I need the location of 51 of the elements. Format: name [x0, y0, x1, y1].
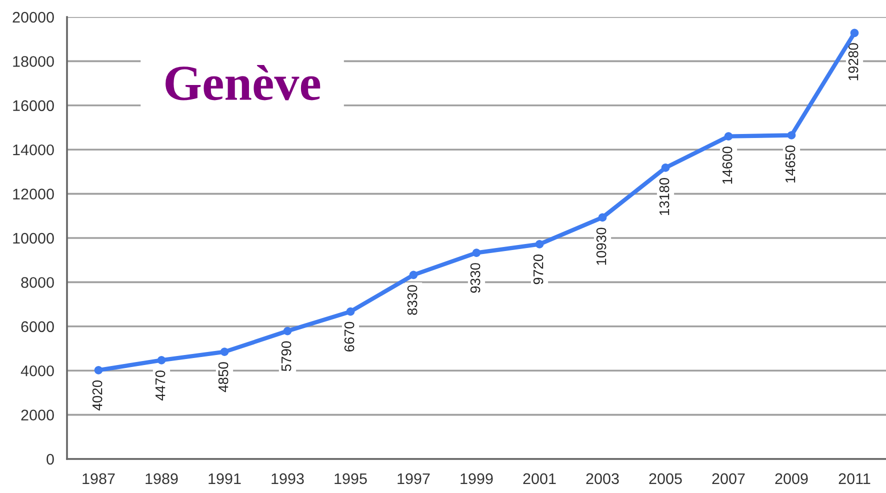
text: Genève — [166, 65, 320, 100]
y-tick-label: 10000 — [13, 232, 54, 244]
data-label: 4470 — [155, 370, 166, 401]
x-tick-label: 1999 — [460, 473, 493, 484]
y-tick-label: 2000 — [21, 410, 54, 420]
data-label: 19280 — [848, 43, 858, 80]
y-tick-label: 18000 — [13, 56, 54, 67]
point — [724, 132, 733, 141]
x-tick-label: 2011 — [838, 473, 870, 484]
x-tick-label: 2009 — [775, 473, 808, 484]
point — [661, 164, 670, 172]
data-label: 4020 — [92, 380, 102, 410]
point — [409, 270, 418, 280]
y-tick-label: 8000 — [21, 277, 54, 288]
y-tick-label: 20000 — [12, 12, 54, 23]
data-label: 9720 — [533, 254, 544, 284]
point — [535, 240, 544, 248]
point — [598, 213, 607, 222]
data-label: 14650 — [785, 145, 796, 183]
x-tick-label: 1995 — [334, 473, 367, 484]
point — [157, 356, 166, 364]
data-label: 9330 — [470, 263, 480, 293]
data-label: 10930 — [596, 228, 606, 265]
point — [94, 366, 103, 374]
y-tick-label: 16000 — [13, 100, 54, 112]
point — [787, 131, 796, 140]
x-tick-label: 2005 — [649, 473, 682, 484]
data-label: 5790 — [281, 341, 292, 372]
y-tick-label: 4000 — [20, 365, 54, 376]
point — [346, 307, 355, 316]
y-tick-label: 12000 — [13, 188, 54, 200]
data-label: 13180 — [659, 178, 670, 216]
y-tick-label: 6000 — [21, 321, 54, 332]
data-label: 4850 — [218, 362, 228, 392]
data-label: 6670 — [344, 322, 354, 352]
x-tick-label: 2001 — [523, 473, 556, 484]
point — [283, 326, 292, 336]
x-tick-label: 1991 — [208, 473, 241, 484]
data-label: 14600 — [722, 146, 732, 184]
y-tick-label: 0 — [46, 454, 54, 465]
x-tick-label: 1993 — [272, 473, 304, 484]
y-tick-label: 14000 — [13, 144, 54, 156]
x-tick-label: 1989 — [146, 473, 178, 484]
point — [220, 348, 229, 356]
x-tick-label: 1987 — [82, 473, 115, 484]
x-tick-label: 1997 — [398, 473, 430, 484]
data-label: 8330 — [407, 285, 418, 315]
x-tick-label: 2007 — [712, 473, 745, 484]
point — [472, 248, 481, 257]
x-tick-label: 2003 — [586, 473, 619, 484]
point — [850, 28, 859, 38]
